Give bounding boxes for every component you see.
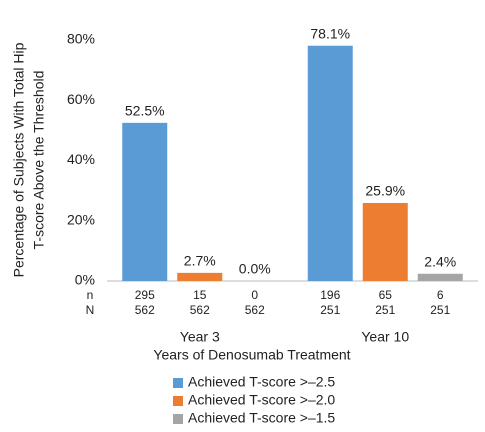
n-total-value: 562 <box>190 303 210 317</box>
n-value: 0 <box>251 288 258 302</box>
value-label: 2.7% <box>184 253 216 269</box>
n-total-value: 251 <box>375 303 395 317</box>
legend-swatch <box>173 414 183 424</box>
y-axis-title: Percentage of Subjects With Total Hip <box>11 42 27 277</box>
value-label: 78.1% <box>310 25 350 41</box>
bar <box>122 122 168 281</box>
n-total-value: 251 <box>320 303 340 317</box>
n-value: 6 <box>437 288 444 302</box>
legend-label: Achieved T-score >–1.5 <box>188 410 335 426</box>
y-tick-label: 60% <box>67 91 95 107</box>
value-label: 52.5% <box>125 103 165 119</box>
n-value: 65 <box>379 288 393 302</box>
n-total-value: 251 <box>430 303 450 317</box>
x-tick-label: Year 3 <box>180 329 220 345</box>
n-total-value: 562 <box>135 303 155 317</box>
bar <box>417 273 463 281</box>
n-value: 295 <box>135 288 155 302</box>
x-axis-title: Years of Denosumab Treatment <box>153 347 350 363</box>
n-total-label: N <box>86 303 95 317</box>
value-label: 2.4% <box>424 253 456 269</box>
y-tick-label: 20% <box>67 211 95 227</box>
legend-label: Achieved T-score >–2.5 <box>188 374 335 390</box>
legend-swatch <box>173 396 183 406</box>
bar <box>362 202 408 281</box>
x-tick-label: Year 10 <box>361 329 409 345</box>
y-axis-title: T-score Above the Threshold <box>31 71 47 250</box>
n-value: 196 <box>320 288 340 302</box>
n-label: n <box>87 288 94 302</box>
value-label: 25.9% <box>365 183 405 199</box>
y-tick-label: 80% <box>67 31 95 47</box>
legend-swatch <box>173 378 183 388</box>
n-total-value: 562 <box>245 303 265 317</box>
y-tick-label: 40% <box>67 151 95 167</box>
y-tick-label: 0% <box>75 272 95 288</box>
legend-label: Achieved T-score >–2.0 <box>188 392 335 408</box>
bar <box>307 45 353 281</box>
n-value: 15 <box>193 288 207 302</box>
bar <box>177 272 223 281</box>
value-label: 0.0% <box>239 261 271 277</box>
